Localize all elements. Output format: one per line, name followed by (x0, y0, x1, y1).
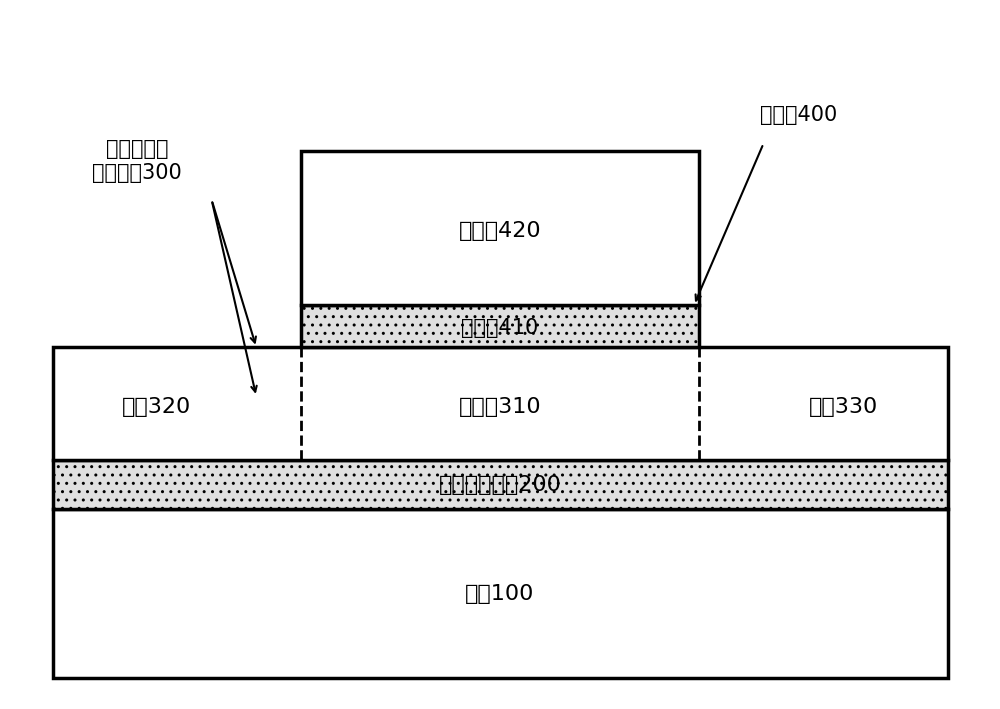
Text: 超薄绝缘体层200: 超薄绝缘体层200 (439, 474, 561, 495)
Bar (301, 306, 699, 347)
Bar (301, 150, 699, 306)
Bar (53, 509, 948, 678)
Text: 漏区330: 漏区330 (808, 397, 878, 418)
Text: 超薄半导体
单晶薄膜300: 超薄半导体 单晶薄膜300 (92, 140, 182, 183)
Text: 村底100: 村底100 (465, 584, 535, 603)
Bar (53, 347, 948, 460)
Text: 源区320: 源区320 (122, 397, 192, 418)
Text: 栅介质410: 栅介质410 (461, 318, 539, 337)
Bar (53, 460, 948, 509)
Text: 沟道区310: 沟道区310 (459, 397, 541, 418)
Text: 栅堆叠400: 栅堆叠400 (760, 106, 837, 125)
Text: 栅电极420: 栅电极420 (459, 221, 541, 241)
